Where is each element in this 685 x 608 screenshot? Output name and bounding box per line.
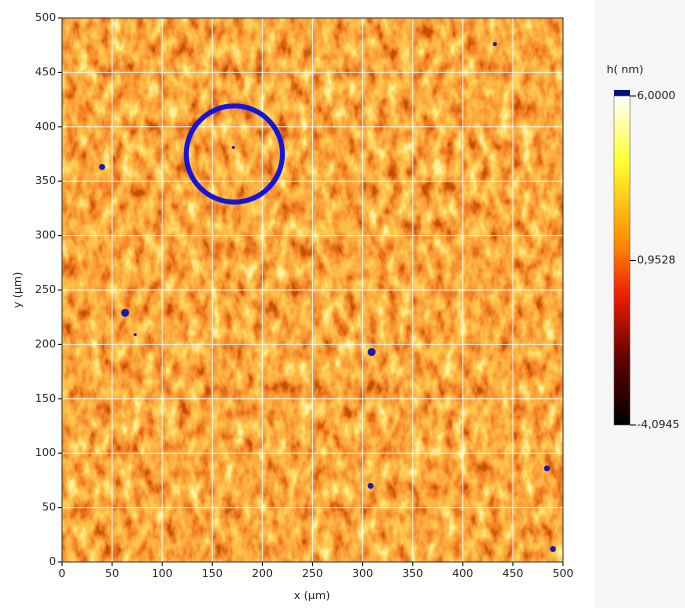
y-tick-label: 250 <box>35 283 56 296</box>
colorbar <box>613 95 631 426</box>
x-tick-label: 300 <box>352 567 373 580</box>
y-tick-label: 300 <box>35 229 56 242</box>
x-tick-label: 150 <box>202 567 223 580</box>
highlight-circle <box>183 103 285 205</box>
y-tick-label: 150 <box>35 392 56 405</box>
plot-frame <box>61 17 564 563</box>
x-tick-label: 350 <box>402 567 423 580</box>
defect-point <box>231 145 235 149</box>
x-tick-label: 100 <box>152 567 173 580</box>
x-tick-label: 200 <box>252 567 273 580</box>
y-tick-label: 350 <box>35 174 56 187</box>
x-axis-label: x (µm) <box>294 589 330 602</box>
y-tick-label: 450 <box>35 65 56 78</box>
colorbar-tick-label: 6,0000 <box>637 89 676 102</box>
x-tick-label: 450 <box>502 567 523 580</box>
defect-point <box>549 545 556 552</box>
y-tick-label: 100 <box>35 446 56 459</box>
colorbar-overflow <box>614 90 630 96</box>
colorbar-tick-label: -4,0945 <box>637 418 679 431</box>
x-tick-label: 250 <box>302 567 323 580</box>
defect-point <box>543 465 550 472</box>
side-panel <box>595 0 685 608</box>
x-tick-label: 400 <box>452 567 473 580</box>
defect-point <box>367 348 376 357</box>
y-axis-label: y (µm) <box>11 272 24 308</box>
y-tick-label: 50 <box>42 501 56 514</box>
defect-point <box>492 42 497 47</box>
x-tick-label: 500 <box>553 567 574 580</box>
defect-point <box>133 333 137 337</box>
defect-point <box>367 482 374 489</box>
y-tick-label: 500 <box>35 11 56 24</box>
x-tick-label: 50 <box>105 567 119 580</box>
defect-point <box>99 164 106 171</box>
x-tick-label: 0 <box>59 567 66 580</box>
y-tick-label: 400 <box>35 120 56 133</box>
colorbar-title: h( nm) <box>607 63 644 76</box>
colorbar-tick-label: 0,9528 <box>637 253 676 266</box>
y-tick-label: 200 <box>35 337 56 350</box>
defect-point <box>121 308 130 317</box>
y-tick-label: 0 <box>49 555 56 568</box>
